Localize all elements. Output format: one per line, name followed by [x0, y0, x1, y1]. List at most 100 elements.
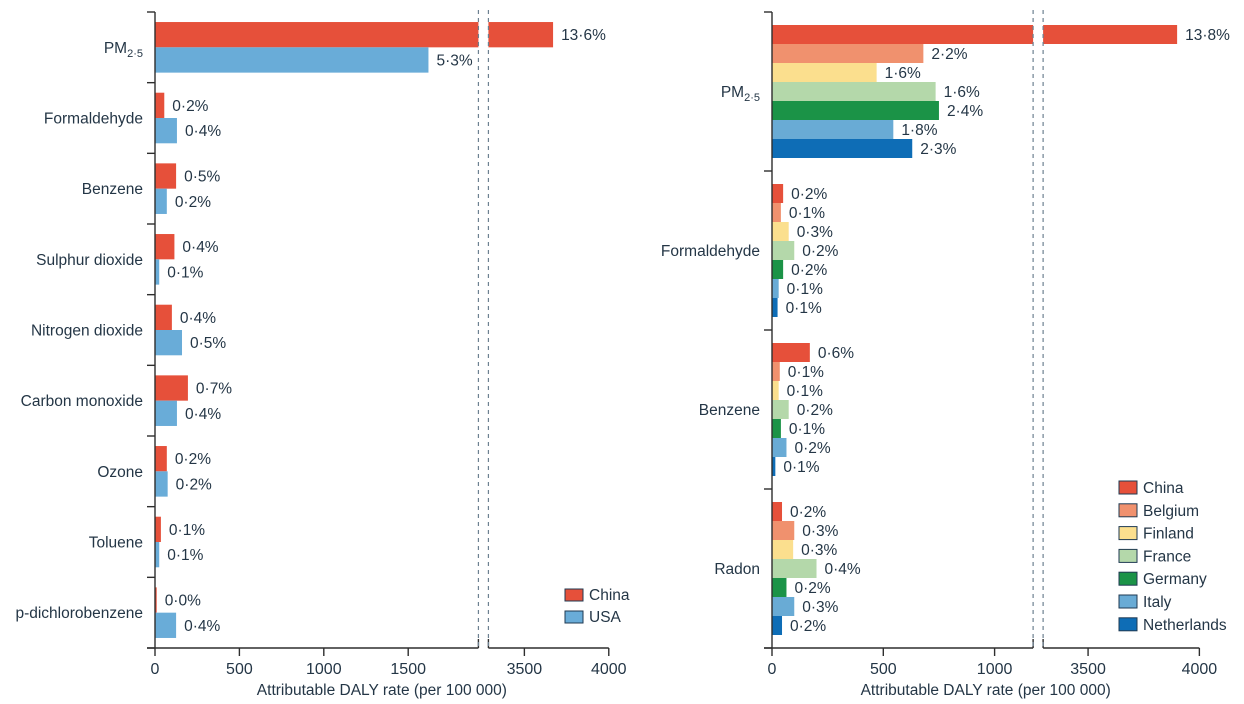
- bar: [772, 400, 789, 419]
- bar: [1043, 25, 1178, 44]
- bar: [772, 559, 817, 578]
- bar-value-label: 2·2%: [931, 46, 967, 63]
- legend-swatch: [1118, 480, 1138, 495]
- bar-value-label: 0·2%: [790, 618, 826, 635]
- bar: [155, 163, 177, 189]
- bar-value-label: 0·1%: [789, 205, 825, 222]
- legend-swatch: [1118, 617, 1138, 632]
- bar-value-label: 0·2%: [175, 194, 211, 211]
- x-tick-label: 500: [870, 661, 897, 678]
- bar: [155, 612, 177, 638]
- bar-value-label: 2·3%: [920, 141, 956, 158]
- bar: [772, 101, 939, 120]
- legend-label: China: [589, 587, 630, 604]
- bar-value-label: 0·5%: [184, 169, 220, 186]
- bar-value-label: 0·3%: [802, 523, 838, 540]
- bar-value-label: 0·3%: [797, 224, 833, 241]
- bar-value-label: 0·2%: [794, 580, 830, 597]
- legend-label: China: [1143, 480, 1184, 497]
- bar: [772, 25, 1034, 44]
- bar: [155, 22, 479, 48]
- category-label: Radon: [714, 561, 760, 578]
- bar-value-label: 0·0%: [165, 593, 201, 610]
- bar: [772, 203, 781, 222]
- legend-label: Finland: [1143, 526, 1194, 543]
- legend-label: Belgium: [1143, 503, 1199, 520]
- bar: [772, 298, 778, 317]
- legend-swatch: [564, 610, 584, 624]
- bar: [772, 222, 789, 241]
- bar: [155, 259, 160, 285]
- legend-swatch: [1118, 526, 1138, 541]
- category-label: Ozone: [97, 464, 143, 481]
- category-label: Toluene: [89, 535, 143, 552]
- bar-value-label: 0·1%: [788, 364, 824, 381]
- bar-value-label: 0·1%: [787, 281, 823, 298]
- category-label: Benzene: [699, 402, 760, 419]
- chart-panel-left: 13·6% 0·2% 0·5% 0·4% 0·4% 0·7% 0·2% 0·1% 0·0% 5·3…: [15, 10, 630, 699]
- bar: [772, 82, 936, 101]
- bar-value-label: 0·1%: [167, 264, 203, 281]
- bar: [155, 400, 177, 426]
- bar: [155, 587, 157, 613]
- bar-value-label: 0·2%: [790, 504, 826, 521]
- legend: China USA: [564, 587, 630, 626]
- bar: [155, 330, 183, 356]
- chart-panel-right: 13·8% 0·2% 0·6% 0·2% 2·2% 0·1% 0·1% 0·3% 1·6% 0·3…: [661, 10, 1230, 699]
- bar-value-label: 0·2%: [802, 243, 838, 260]
- bar-value-label: 0·6%: [818, 345, 854, 362]
- bar-value-label: 0·4%: [180, 310, 216, 327]
- bar: [772, 362, 780, 381]
- legend-label: Italy: [1143, 594, 1172, 611]
- bar-value-label: 5·3%: [436, 52, 472, 69]
- bar-value-label: 0·2%: [791, 262, 827, 279]
- bar: [155, 542, 160, 568]
- category-label: PM2·5: [104, 40, 143, 60]
- bar-value-label: 0·7%: [196, 381, 232, 398]
- bar-value-label: 2·4%: [947, 103, 983, 120]
- bar-value-label: 0·4%: [182, 239, 218, 256]
- bar: [155, 516, 161, 542]
- bar: [772, 540, 794, 559]
- category-label: p-dichlorobenzene: [15, 605, 143, 622]
- legend-swatch: [1118, 594, 1138, 609]
- bar: [772, 419, 781, 438]
- bar: [155, 188, 167, 214]
- bar: [772, 438, 787, 457]
- bar-value-label: 0·3%: [801, 542, 837, 559]
- bar: [772, 63, 877, 82]
- bar-value-label: 0·4%: [184, 618, 220, 635]
- legend-swatch: [1118, 503, 1138, 518]
- legend-swatch: [564, 588, 584, 602]
- bar-value-label: 0·1%: [783, 459, 819, 476]
- bar: [155, 304, 172, 330]
- bar-value-label: 0·1%: [786, 300, 822, 317]
- bar-value-label: 0·3%: [802, 599, 838, 616]
- legend-label: France: [1143, 548, 1191, 565]
- bar: [488, 22, 554, 48]
- x-tick-label: 0: [768, 661, 777, 678]
- bar-value-label: 0·2%: [175, 451, 211, 468]
- bar: [772, 184, 784, 203]
- bar: [772, 457, 776, 476]
- bar: [772, 241, 795, 260]
- bar: [155, 92, 165, 118]
- x-tick-label: 3500: [1070, 661, 1106, 678]
- bar: [155, 446, 167, 472]
- bar-value-label: 1·6%: [944, 84, 980, 101]
- bar: [772, 44, 924, 63]
- bar: [155, 234, 175, 260]
- bar-value-label: 0·1%: [787, 383, 823, 400]
- x-tick-label: 4000: [591, 661, 627, 678]
- bar-value-label: 0·4%: [185, 123, 221, 140]
- bar: [772, 597, 795, 616]
- bar-value-label: 0·1%: [167, 547, 203, 564]
- x-axis-title: Attributable DALY rate (per 100 000): [861, 682, 1111, 699]
- bar-value-label: 13·6%: [561, 27, 606, 44]
- bar: [155, 375, 188, 401]
- x-tick-label: 500: [226, 661, 253, 678]
- x-tick-label: 4000: [1182, 661, 1218, 678]
- bar-value-label: 0·4%: [825, 561, 861, 578]
- x-tick-label: 1500: [390, 661, 426, 678]
- bar: [772, 260, 784, 279]
